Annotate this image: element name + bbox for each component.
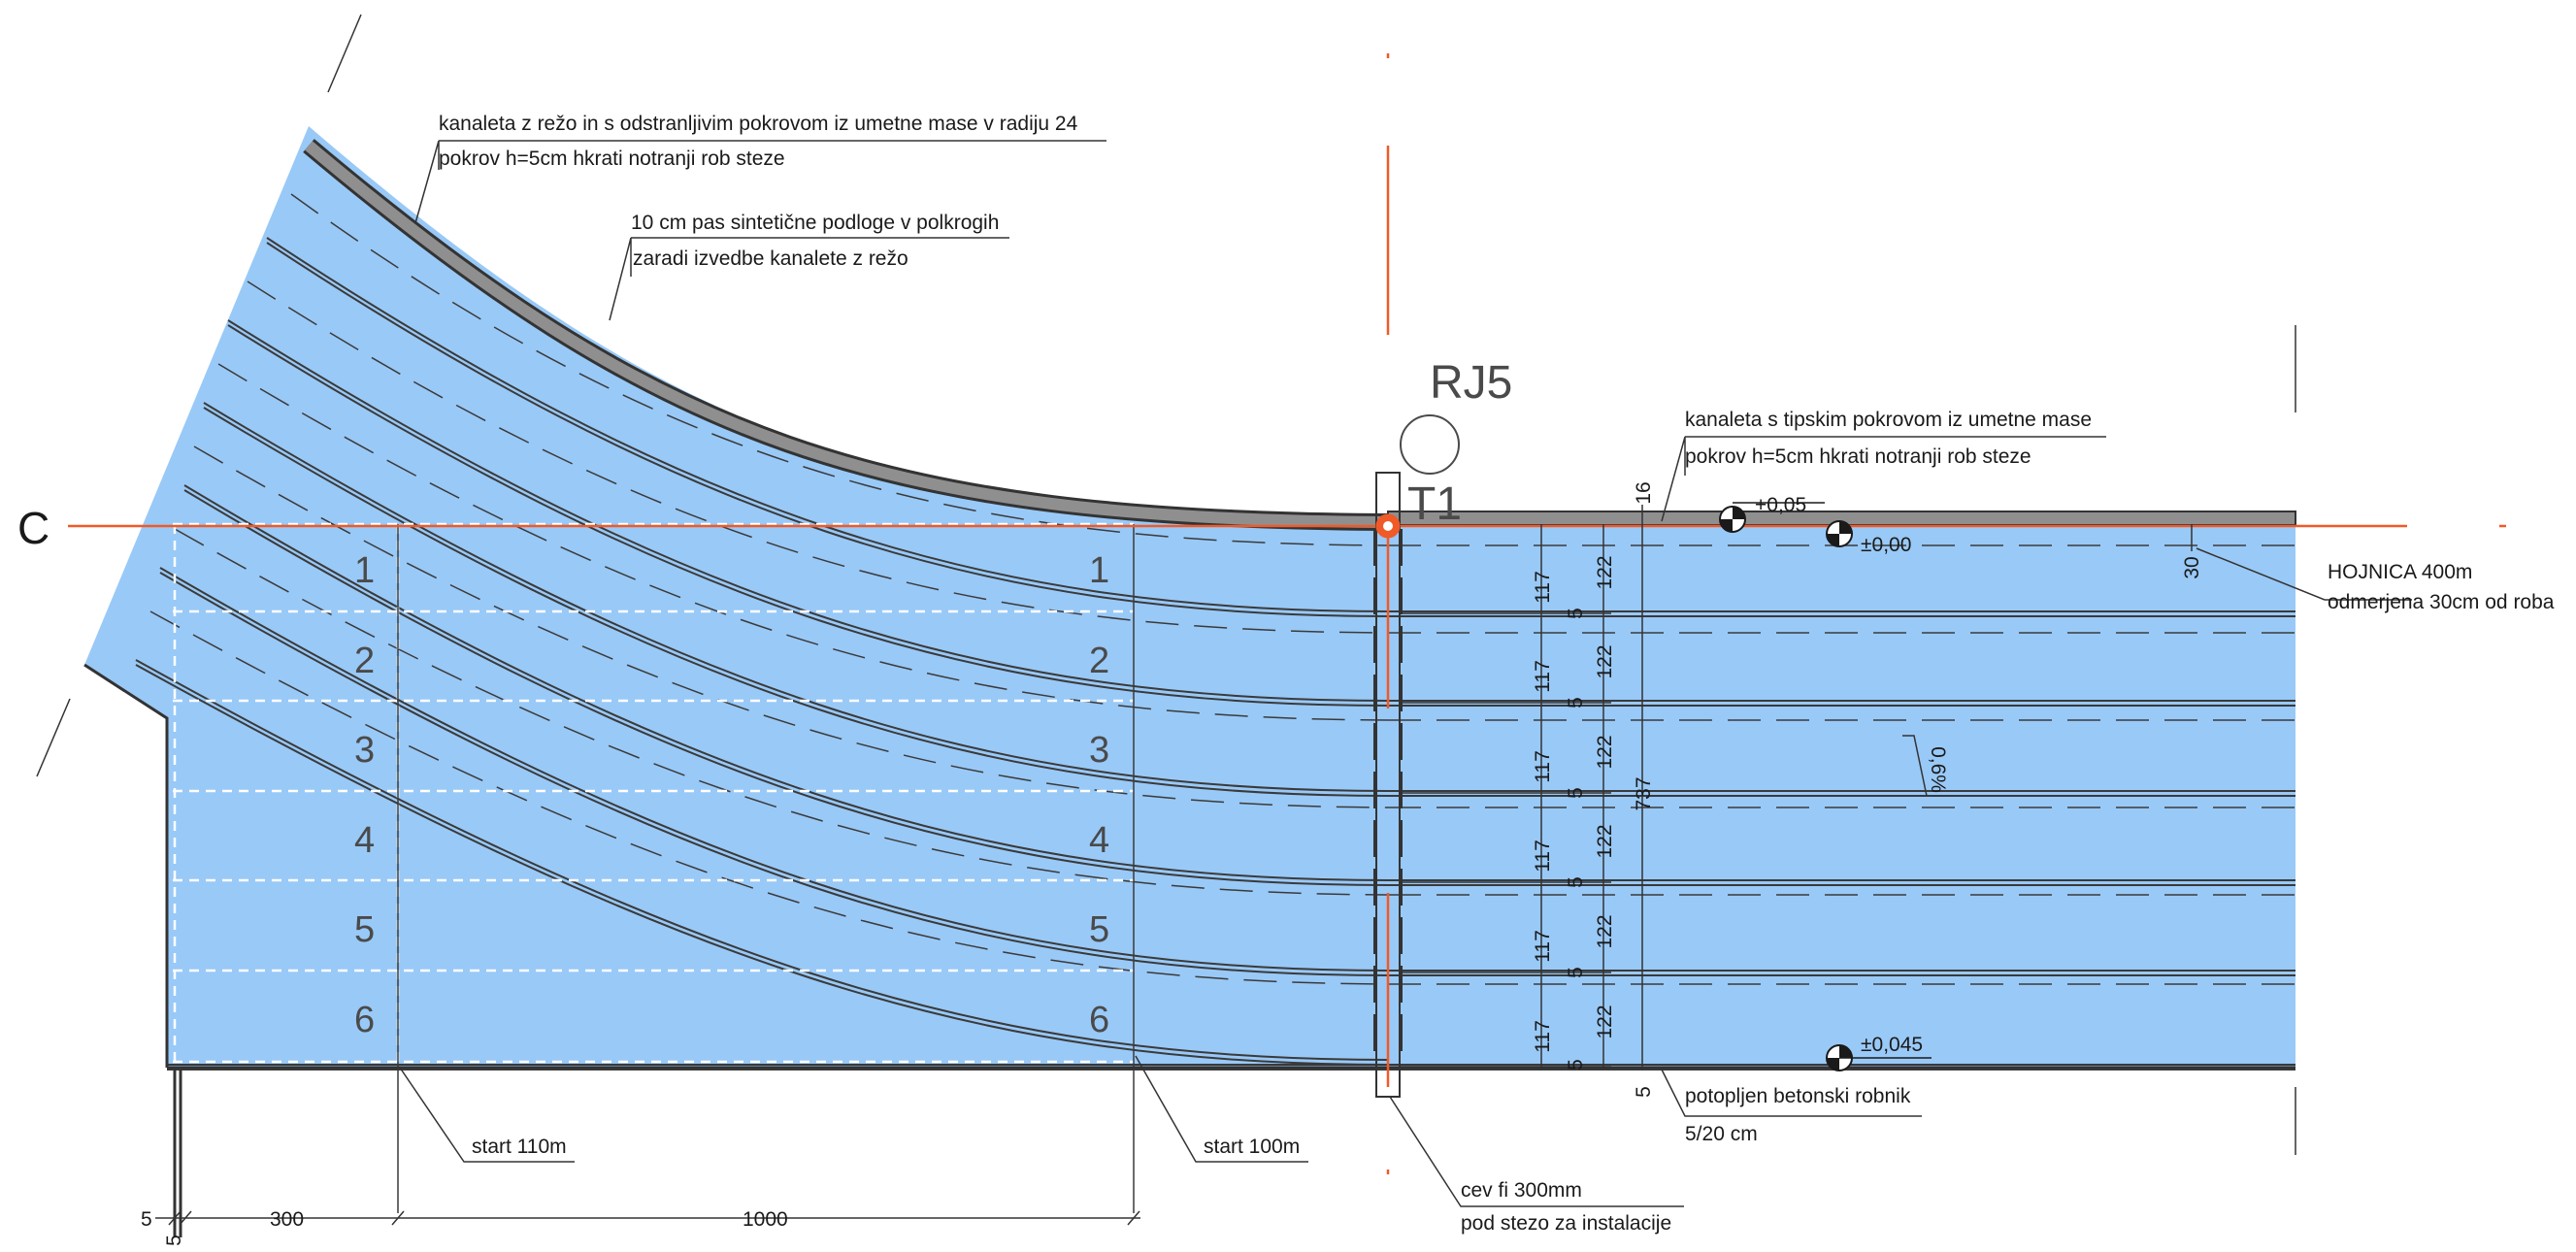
dimension-5: 5 <box>1565 876 1587 888</box>
dimension-117: 117 <box>1532 840 1554 872</box>
t1-label: T1 <box>1407 478 1462 530</box>
curve-channel-note-1: kanaleta z režo in s odstranljivim pokro… <box>439 113 1078 135</box>
track-surface <box>84 126 2295 1068</box>
lane-number: 1 <box>354 550 375 591</box>
curb-note-2: 5/20 cm <box>1685 1123 1758 1145</box>
hojnica-leader <box>2196 547 2412 601</box>
lane-number: 4 <box>354 820 375 861</box>
dim-117: 117 117 117 117 117 117 <box>1532 571 1554 1052</box>
lane-number: 5 <box>354 909 375 950</box>
lane-number: 4 <box>1089 820 1109 861</box>
left-boundary <box>83 663 2295 1237</box>
dimension-117: 117 <box>1532 930 1554 962</box>
dimension-122: 122 <box>1594 914 1616 948</box>
start110-note: start 110m <box>472 1136 567 1158</box>
lane-number: 1 <box>1089 550 1109 591</box>
lane-dimension-chains <box>1400 505 1643 1070</box>
dimension-300: 300 <box>270 1208 304 1231</box>
dimension-1000: 1000 <box>743 1208 788 1231</box>
rj5-label: RJ5 <box>1430 357 1512 409</box>
synthetic-note-1: 10 cm pas sintetične podloge v polkrogih <box>631 212 999 234</box>
dimension-122: 122 <box>1594 735 1616 769</box>
dimension-5: 5 <box>1565 608 1587 619</box>
pipe-leader <box>1389 1096 1684 1207</box>
lane-number: 2 <box>1089 641 1109 681</box>
slope-label: 0,6% <box>1927 746 1949 793</box>
level-marker-top-a <box>1719 502 1825 533</box>
dimension-5: 5 <box>1565 787 1587 799</box>
straight-channel-note-2: pokrov h=5cm hkrati notranji rob steze <box>1685 445 2031 468</box>
straight-channel-leader <box>1661 436 1686 522</box>
construction-line-left <box>36 698 71 777</box>
straight-lane-lines <box>167 610 2295 1071</box>
slope-arrow <box>1902 735 1928 797</box>
dimension-117: 117 <box>1532 571 1554 603</box>
dimension-tick-5: 5 <box>163 1235 185 1246</box>
level-marker-bottom <box>1826 1044 1932 1071</box>
lane-number: 6 <box>354 1000 375 1040</box>
level-bottom: ±0,045 <box>1861 1034 1923 1056</box>
dimension-5: 5 <box>1565 967 1587 978</box>
lane-number: 2 <box>354 641 375 681</box>
section-label: C <box>17 503 50 553</box>
curve-kerb-fill <box>305 141 1389 528</box>
dimension-737: 737 <box>1633 776 1655 810</box>
construction-line-top <box>327 14 362 93</box>
curved-dashed-lines <box>149 193 1389 985</box>
lane-number: 3 <box>354 730 375 771</box>
start100-leader <box>1135 1055 1308 1163</box>
start100-note: start 100m <box>1204 1136 1300 1158</box>
dimension-5: 5 <box>1565 697 1587 708</box>
dimension-122: 122 <box>1594 644 1616 678</box>
curb-note-1: potopljen betonski robnik <box>1685 1085 1911 1107</box>
dimension-left-5: 5 <box>141 1208 152 1231</box>
dim-5: 5 5 5 5 5 5 <box>1565 608 1587 1071</box>
dimension-117: 117 <box>1532 660 1554 692</box>
dimension-122: 122 <box>1594 824 1616 858</box>
lane-number: 6 <box>1089 1000 1109 1040</box>
curve-channel-note-2: pokrov h=5cm hkrati notranji rob steze <box>439 148 785 170</box>
level-top-b: ±0,00 <box>1861 534 1911 556</box>
synthetic-note-2: zaradi izvedbe kanalete z režo <box>633 247 908 270</box>
pipe-note-2: pod stezo za instalacije <box>1461 1212 1671 1235</box>
lane-numbers-right: 1 2 3 4 5 6 <box>1089 550 1109 1040</box>
level-top-a: +0,05 <box>1755 494 1806 516</box>
dimension-117: 117 <box>1532 1020 1554 1052</box>
start110-leader <box>399 1067 575 1163</box>
dimension-122: 122 <box>1594 1005 1616 1038</box>
dimension-5: 5 <box>1565 1059 1587 1071</box>
hojnica-note-2: odmerjena 30cm od roba <box>2328 591 2555 613</box>
dimension-117: 117 <box>1532 750 1554 782</box>
straight-channel-note-1: kanaleta s tipskim pokrovom iz umetne ma… <box>1685 409 2092 431</box>
dimension-bottom-5: 5 <box>1633 1086 1655 1098</box>
t1-marker-inner <box>1383 521 1393 531</box>
bottom-dimension-ticks <box>168 1210 1140 1226</box>
rj5-circle <box>1400 414 1460 475</box>
dimension-16: 16 <box>1633 481 1655 504</box>
pipe-rect <box>1375 472 1401 1098</box>
dimension-122: 122 <box>1594 555 1616 589</box>
curb-leader <box>1661 1069 1922 1117</box>
lane-numbers-left: 1 2 3 4 5 6 <box>354 550 375 1040</box>
hojnica-note-1: HOJNICA 400m <box>2328 561 2472 583</box>
pipe-note-1: cev fi 300mm <box>1461 1179 1582 1202</box>
level-marker-top-b <box>1826 520 1853 547</box>
synthetic-leader <box>609 237 632 321</box>
dim-122: 122 122 122 122 122 122 <box>1594 555 1616 1038</box>
lane-number: 5 <box>1089 909 1109 950</box>
lane-number: 3 <box>1089 730 1109 771</box>
curve-channel-leader <box>414 140 440 224</box>
hojnica-dim: 30 <box>2181 556 2203 578</box>
